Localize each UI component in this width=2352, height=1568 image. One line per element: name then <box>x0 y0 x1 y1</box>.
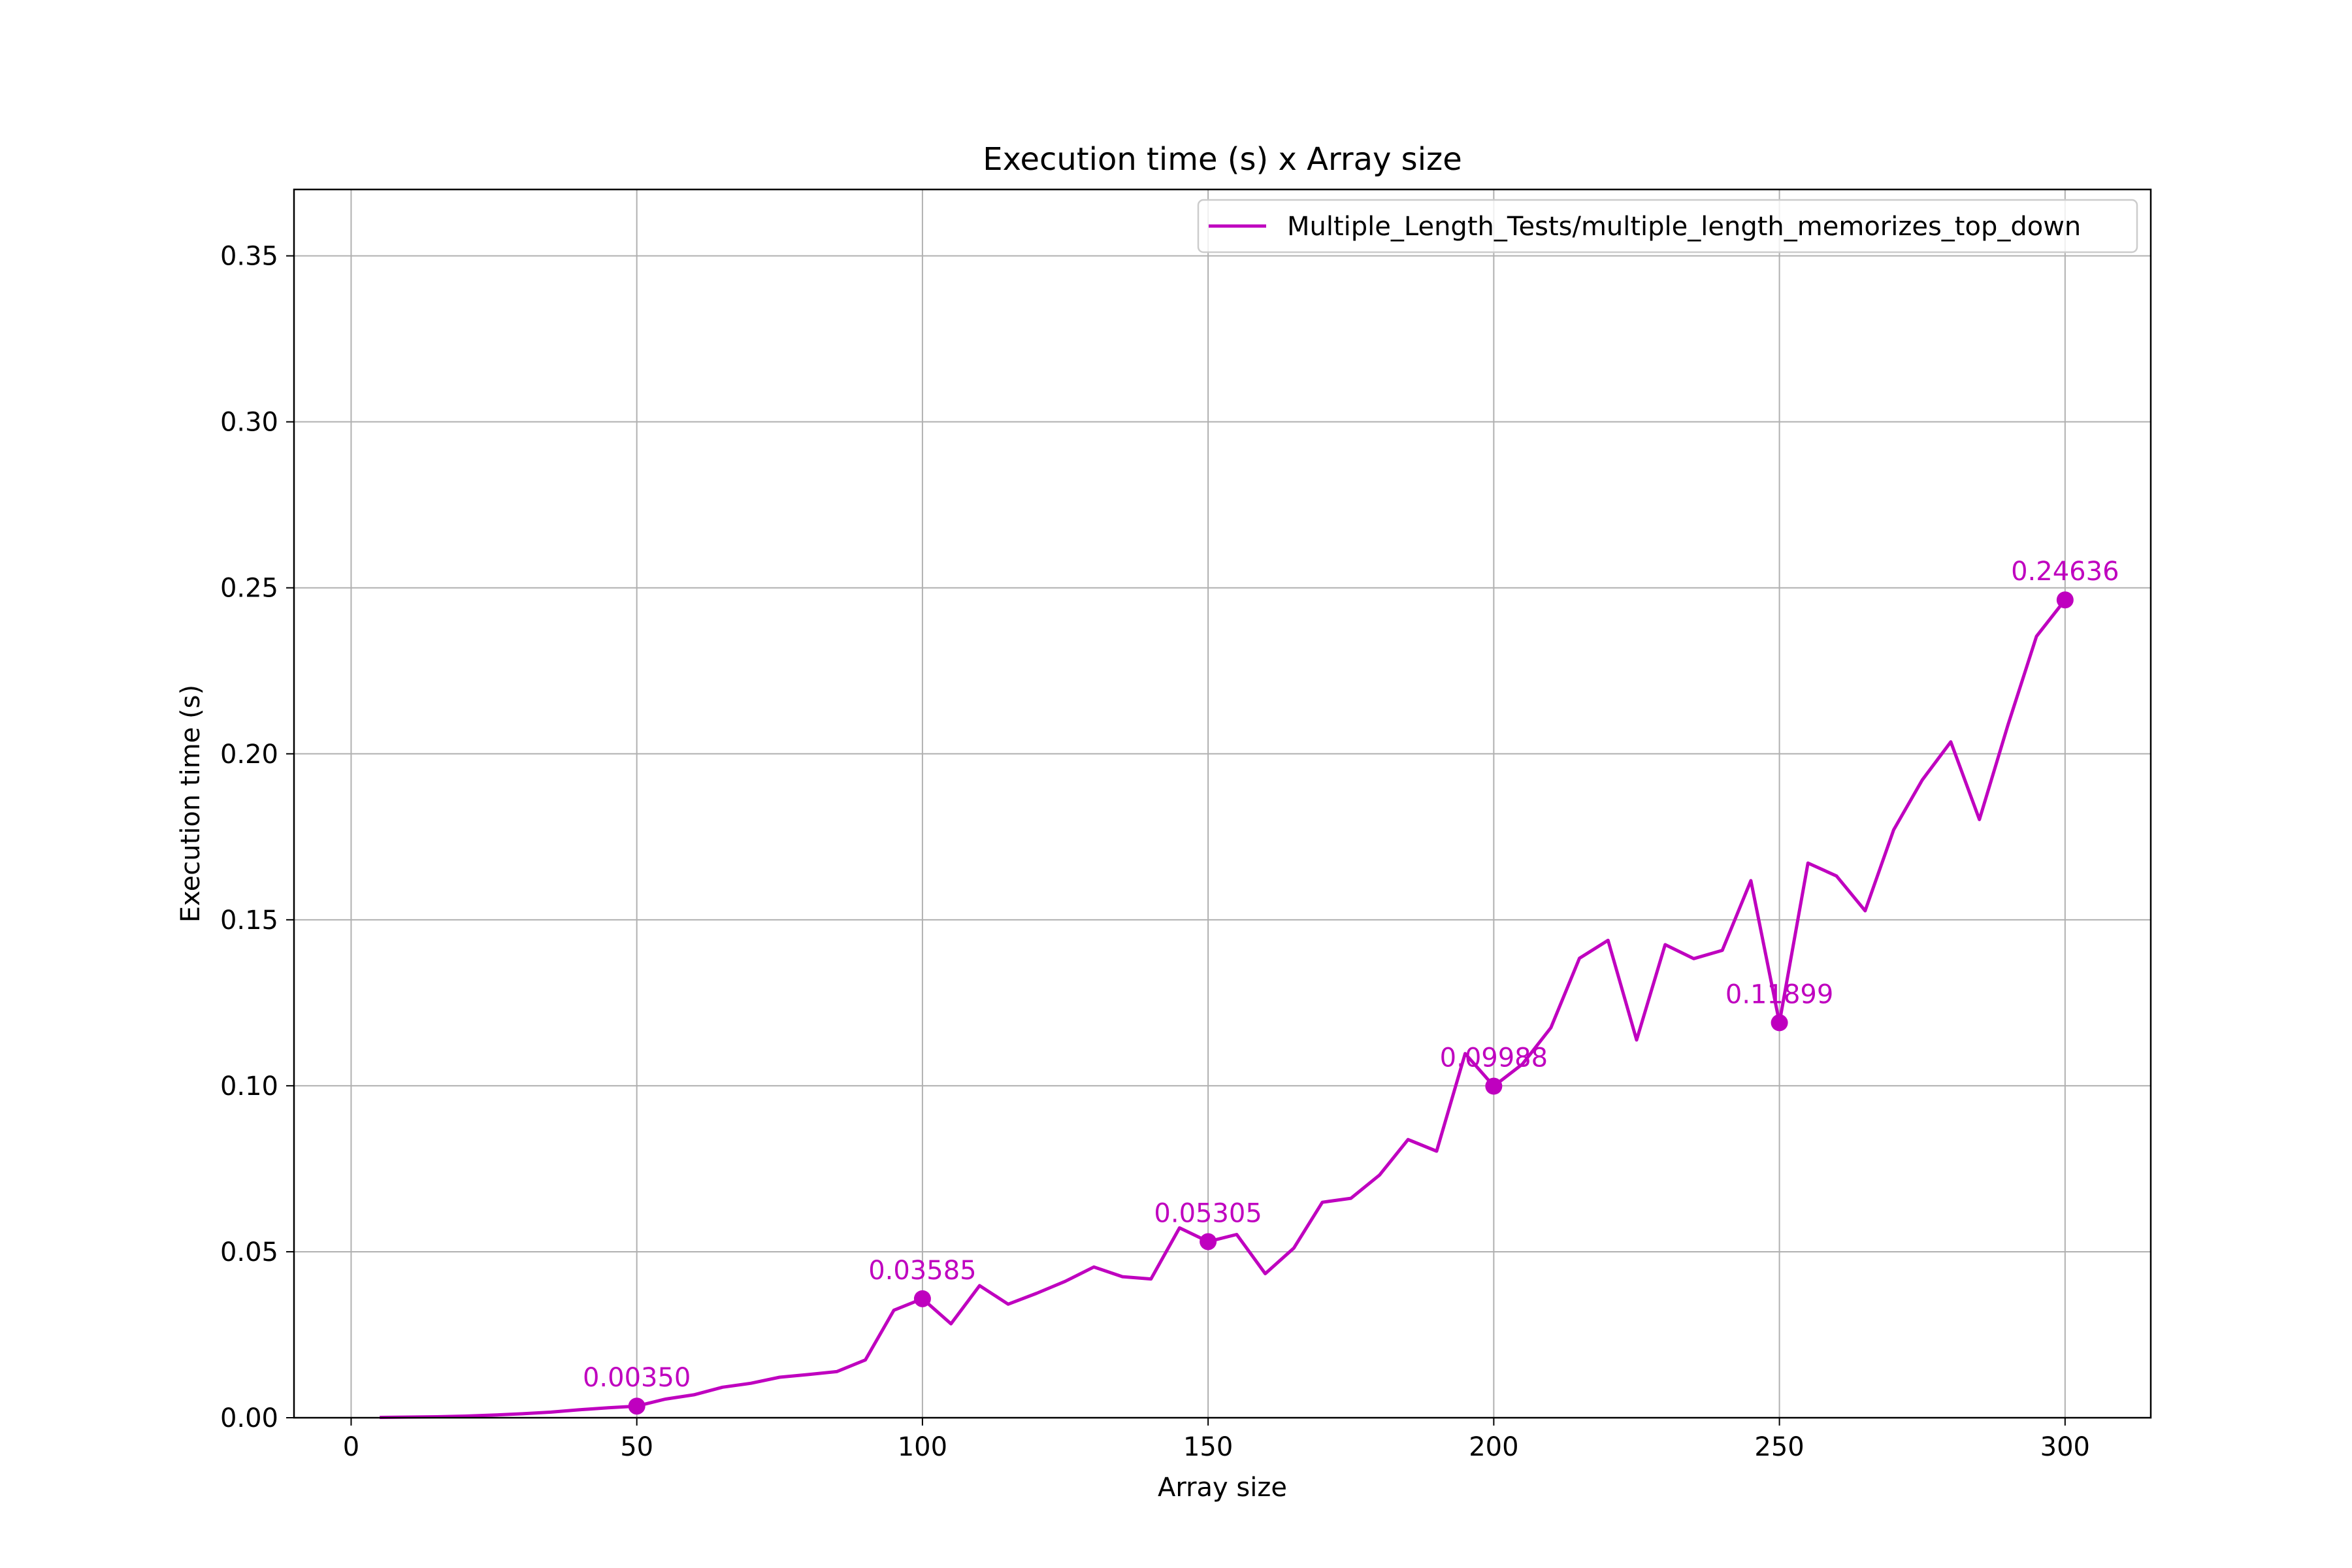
y-axis-label: Execution time (s) <box>176 685 206 923</box>
legend-box <box>1197 199 2138 253</box>
x-tick-label: 100 <box>898 1432 947 1462</box>
data-point-marker <box>913 1290 931 1307</box>
data-point-marker <box>1771 1014 1788 1032</box>
data-point-label: 0.09988 <box>1440 1043 1548 1073</box>
x-tick-label: 300 <box>2040 1432 2090 1462</box>
x-tick-label: 50 <box>620 1432 653 1462</box>
data-point-marker <box>1485 1077 1503 1095</box>
x-tick-label: 0 <box>343 1432 359 1462</box>
data-point-label: 0.05305 <box>1154 1198 1262 1228</box>
x-axis-ticks: 0 50 100 150 200 250 300 <box>343 1418 2090 1462</box>
x-tick-label: 150 <box>1183 1432 1233 1462</box>
y-tick-label: 0.10 <box>220 1071 278 1102</box>
data-point-label: 0.00350 <box>583 1363 691 1393</box>
plot-area <box>294 189 2151 1418</box>
x-tick-label: 250 <box>1754 1432 1804 1462</box>
markers-layer: 0.00350 0.03585 0.05305 0.09988 0.11899 0.246… <box>583 557 2119 1415</box>
chart-title: Execution time (s) x Array size <box>983 141 1462 178</box>
x-axis-label: Array size <box>1158 1473 1287 1503</box>
y-tick-label: 0.05 <box>220 1237 278 1267</box>
x-tick-label: 200 <box>1469 1432 1518 1462</box>
data-point-label: 0.03585 <box>868 1256 976 1286</box>
y-tick-label: 0.30 <box>220 408 278 438</box>
data-point-marker <box>2056 591 2074 609</box>
y-tick-label: 0.25 <box>220 574 278 604</box>
y-tick-label: 0.20 <box>220 740 278 770</box>
data-point-label: 0.11899 <box>1725 979 1833 1009</box>
y-tick-label: 0.35 <box>220 242 278 272</box>
y-axis-ticks: 0.00 0.05 0.10 0.15 0.20 0.25 0.30 0.35 <box>220 242 294 1433</box>
data-point-marker <box>1200 1233 1217 1250</box>
legend-label: Multiple_Length_Tests/multiple_length_me… <box>1287 212 2081 242</box>
series-line <box>380 598 2066 1419</box>
legend: Multiple_Length_Tests/multiple_length_me… <box>1197 199 2138 253</box>
data-point-label: 0.24636 <box>2011 557 2119 587</box>
data-point-marker <box>628 1397 645 1415</box>
plot-frame <box>293 188 2152 1419</box>
y-tick-label: 0.00 <box>220 1403 278 1433</box>
y-tick-label: 0.15 <box>220 906 278 936</box>
series-layer <box>380 598 2066 1419</box>
